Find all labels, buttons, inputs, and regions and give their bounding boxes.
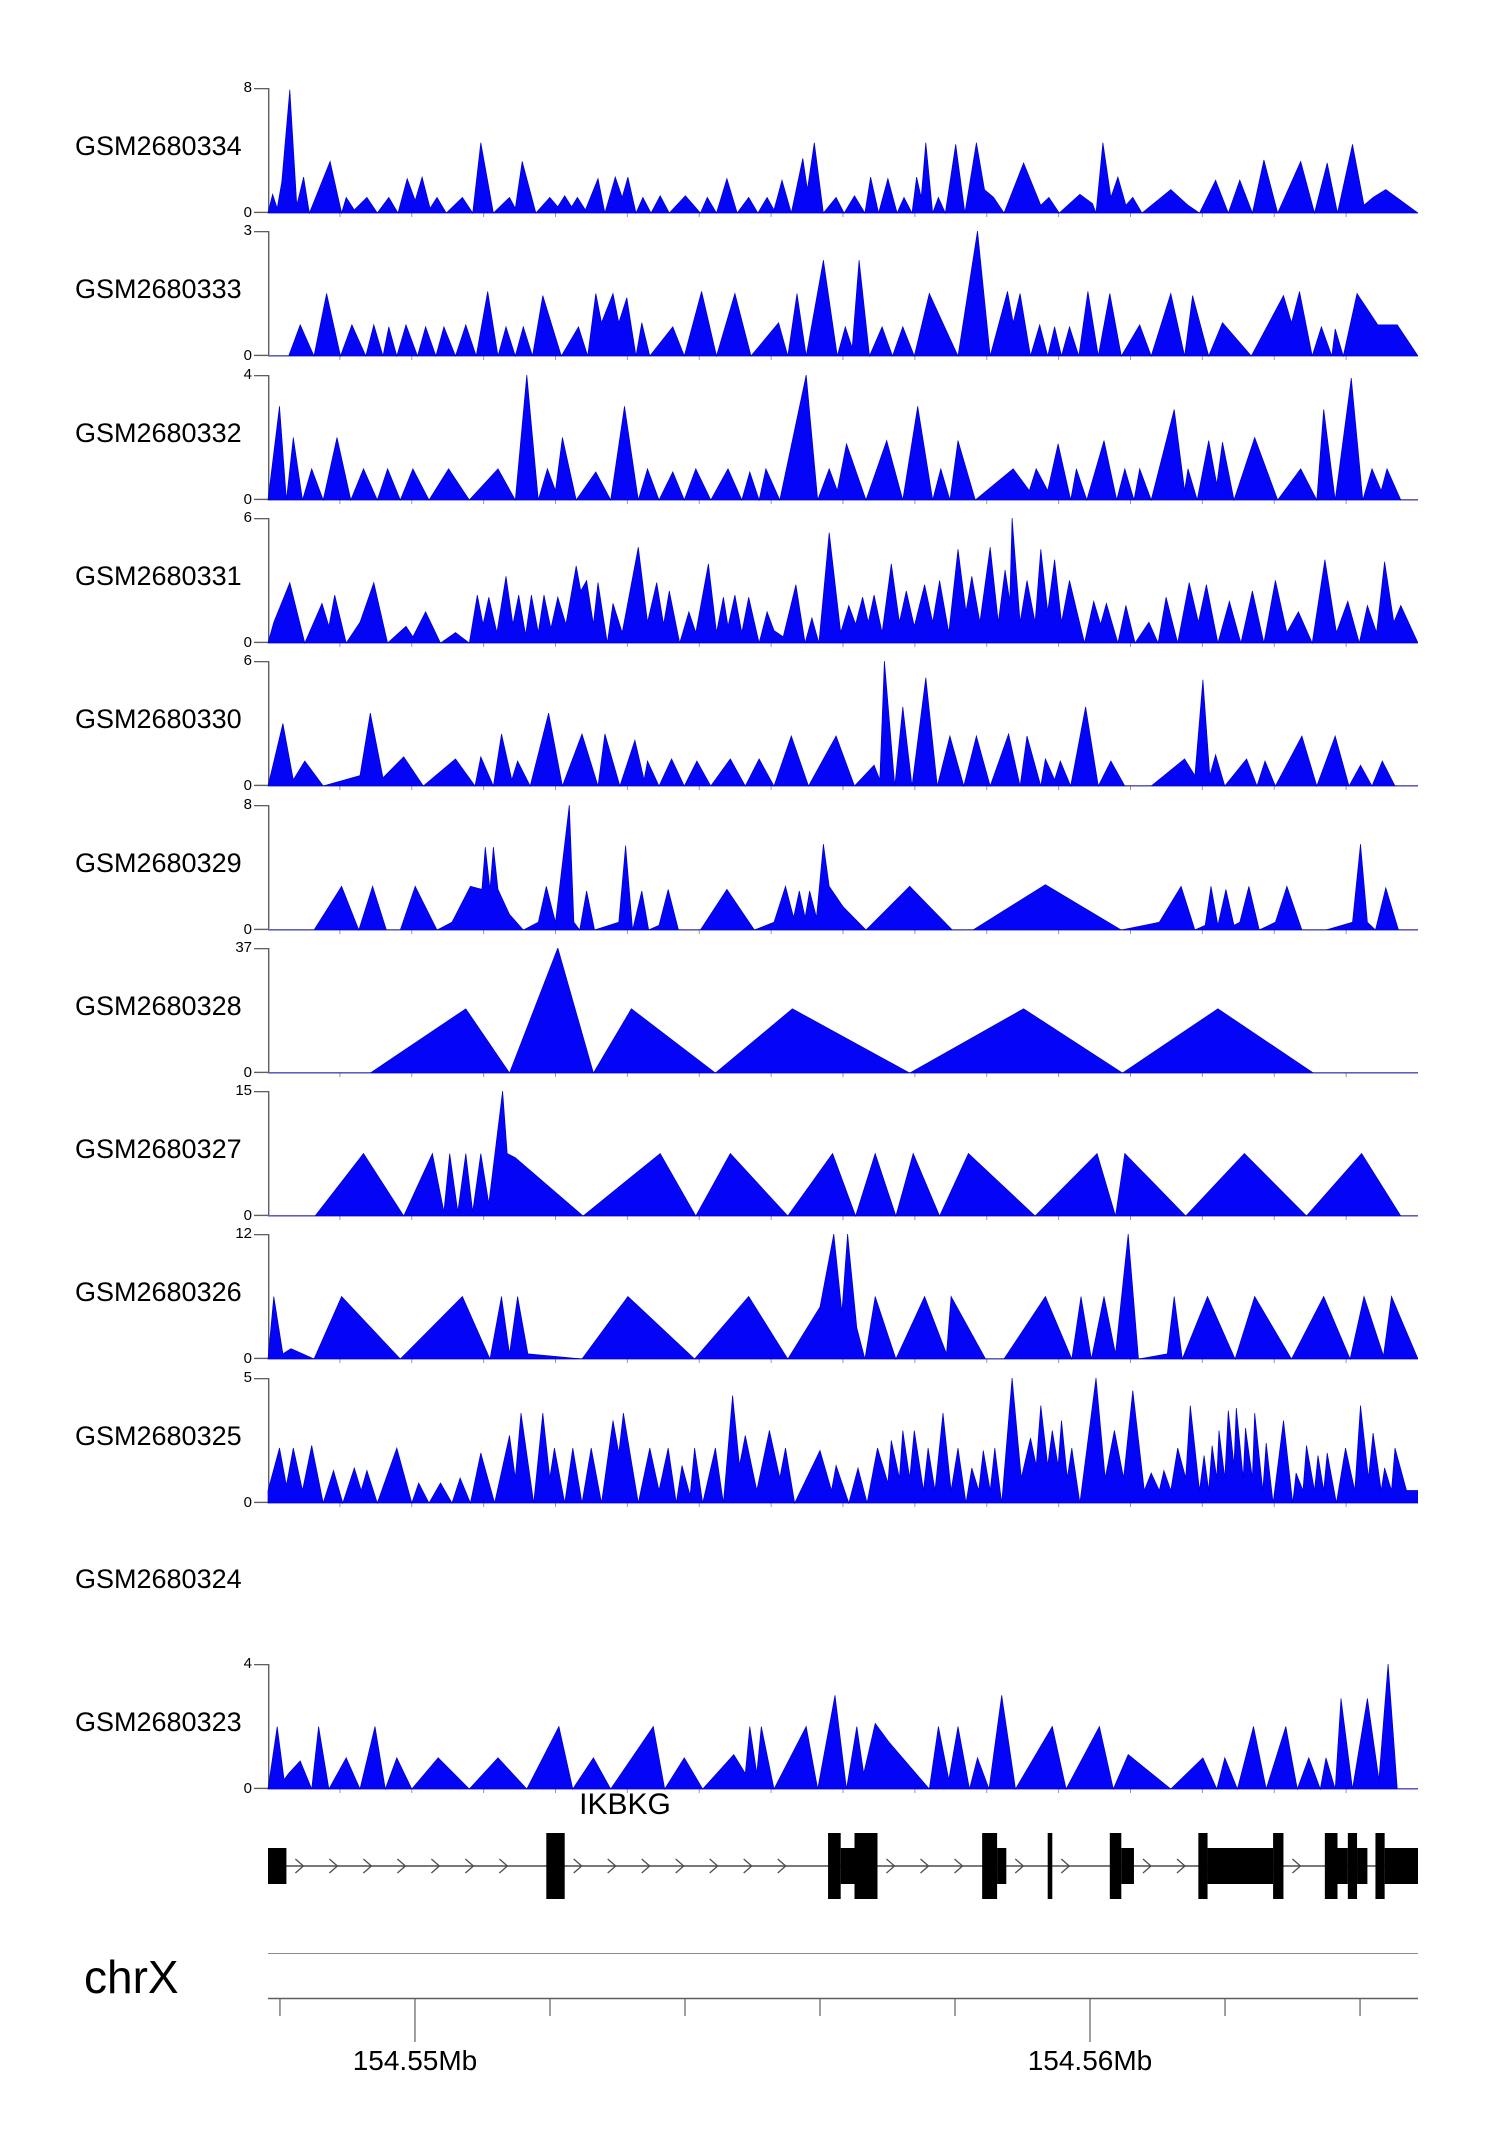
signal-area-plot (254, 375, 1418, 504)
track-ymax-label: 5 (243, 1369, 252, 1386)
axis-tick-label: 154.56Mb (1027, 2045, 1153, 2076)
track-ymin-label: 0 (243, 1494, 252, 1511)
track-label: GSM2680327 (75, 1134, 242, 1164)
track-row: GSM2680327 15 0 (0, 1082, 1500, 1224)
track-ymax-label: 8 (243, 796, 252, 813)
track-row: GSM2680326 12 0 (0, 1225, 1500, 1367)
signal-area-plot (254, 948, 1418, 1077)
track-ymax-label: 6 (243, 652, 252, 669)
track-label: GSM2680326 (75, 1277, 242, 1307)
track-ymin-label: 0 (243, 204, 252, 221)
track-row: GSM2680324 (0, 1521, 1500, 1653)
signal-area-plot (252, 1521, 1418, 1651)
track-label: GSM2680330 (75, 704, 242, 734)
track-ymax-label: 4 (243, 1655, 252, 1672)
track-ymin-label: 0 (243, 634, 252, 651)
signal-area-plot (254, 231, 1418, 360)
track-row: GSM2680329 8 0 (0, 796, 1500, 938)
track-label: GSM2680323 (75, 1707, 242, 1737)
track-ymin-label: 0 (243, 1207, 252, 1224)
signal-area-plot (254, 1091, 1418, 1220)
track-ymax-label: 4 (243, 366, 252, 383)
signal-area-plot (254, 1378, 1418, 1507)
track-ymax-label: 12 (235, 1225, 252, 1242)
track-row: GSM2680334 8 0 (0, 79, 1500, 221)
signal-area-plot (254, 1664, 1418, 1793)
track-row: GSM2680328 37 0 (0, 939, 1500, 1081)
signal-area-plot (254, 518, 1418, 647)
track-ymin-label: 0 (243, 1064, 252, 1081)
track-ymax-label: 3 (243, 222, 252, 239)
track-label: GSM2680328 (75, 991, 242, 1021)
track-row: GSM2680333 3 0 (0, 222, 1500, 364)
axis-separator-line (268, 1953, 1418, 1954)
signal-area-plot (254, 805, 1418, 934)
track-ymin-label: 0 (243, 1780, 252, 1797)
genome-axis (268, 1997, 1418, 2042)
track-label: GSM2680333 (75, 274, 242, 304)
track-row: GSM2680331 6 0 (0, 509, 1500, 651)
signal-area-plot (254, 88, 1418, 217)
chromosome-label: chrX (84, 1951, 179, 2003)
signal-area-plot (254, 661, 1418, 790)
gene-name-label: IKBKG (579, 1788, 671, 1821)
signal-area-plot (254, 1234, 1418, 1363)
track-ymin-label: 0 (243, 491, 252, 508)
track-label: GSM2680324 (75, 1564, 242, 1594)
track-ymax-label: 8 (243, 79, 252, 96)
track-ymin-label: 0 (243, 1350, 252, 1367)
track-label: GSM2680329 (75, 848, 242, 878)
axis-tick-label: 154.55Mb (352, 2045, 478, 2076)
track-label: GSM2680331 (75, 561, 242, 591)
track-label: GSM2680334 (75, 131, 242, 161)
track-row: GSM2680325 5 0 (0, 1369, 1500, 1511)
track-row: GSM2680332 4 0 (0, 366, 1500, 508)
track-ymin-label: 0 (243, 921, 252, 938)
track-row: GSM2680323 4 0 (0, 1655, 1500, 1797)
track-ymin-label: 0 (243, 347, 252, 364)
gene-model-track (268, 1833, 1418, 1899)
track-ymax-label: 37 (235, 939, 252, 956)
track-row: GSM2680330 6 0 (0, 652, 1500, 794)
track-ymax-label: 6 (243, 509, 252, 526)
track-label: GSM2680325 (75, 1421, 242, 1451)
track-label: GSM2680332 (75, 418, 242, 448)
track-ymax-label: 15 (235, 1082, 252, 1099)
track-ymin-label: 0 (243, 777, 252, 794)
